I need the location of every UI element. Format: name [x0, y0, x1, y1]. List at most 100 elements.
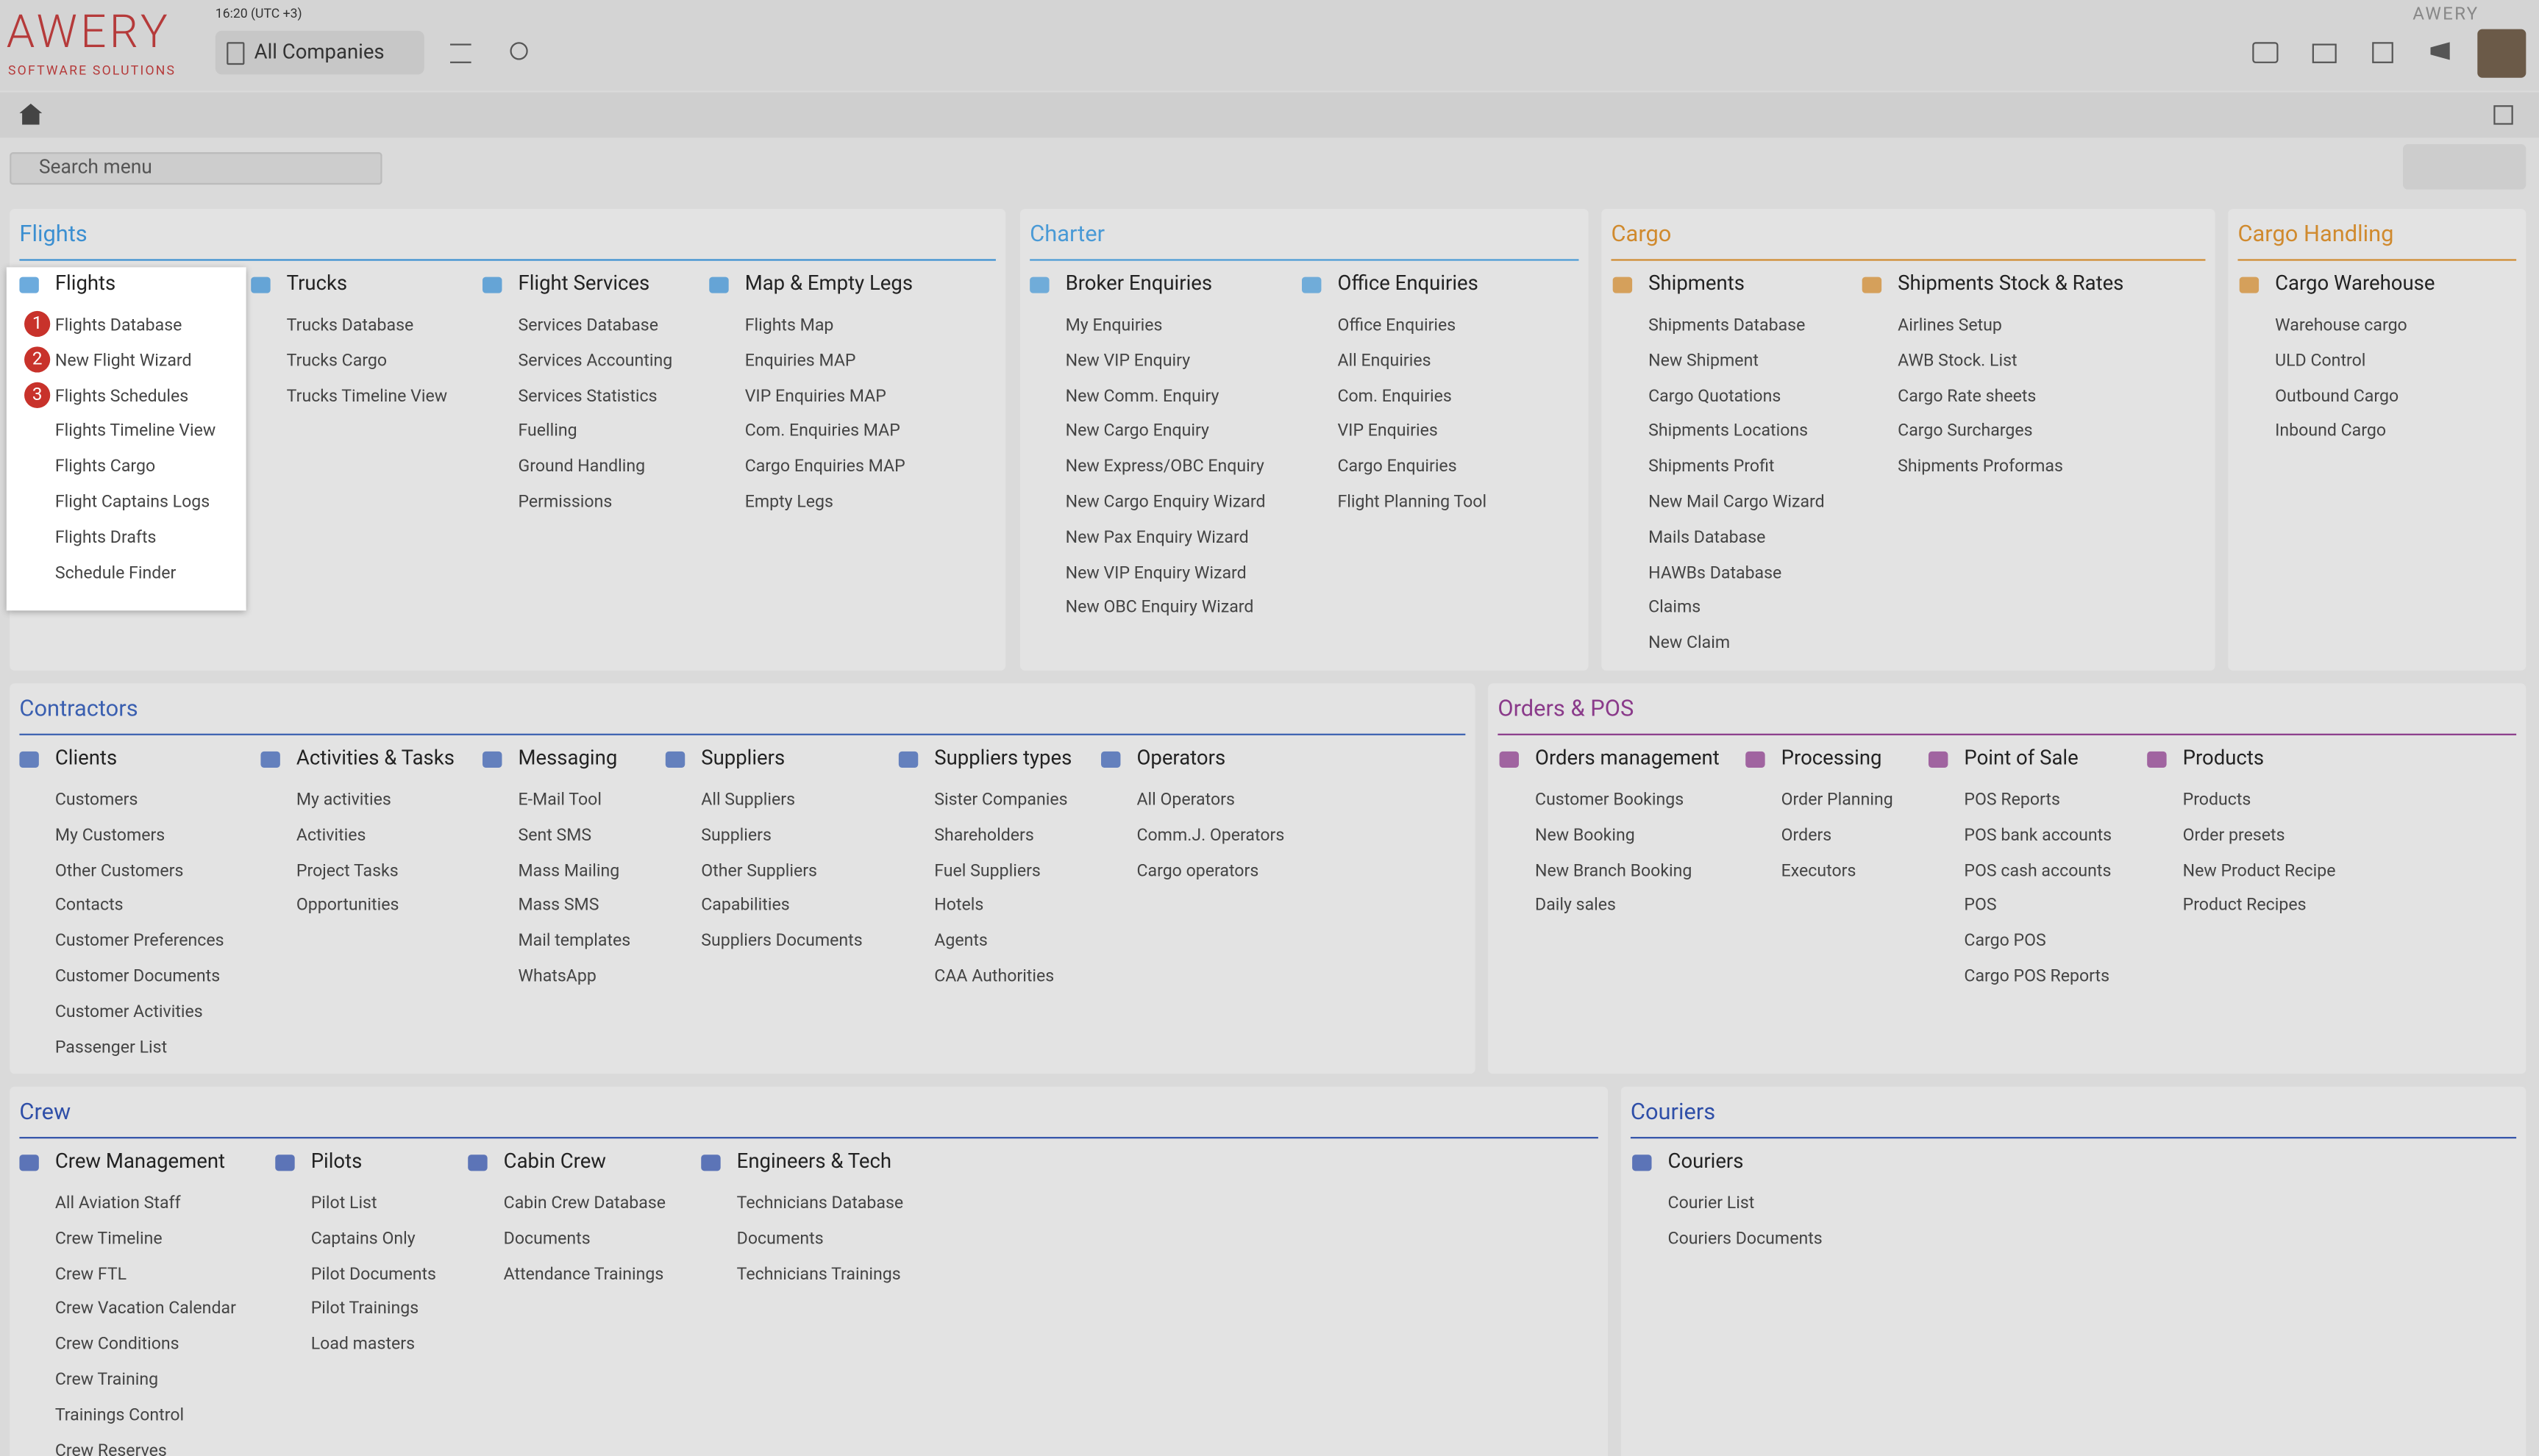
menu-item[interactable]: POS Reports	[1964, 788, 2060, 810]
menu-item[interactable]: Mails Database	[1648, 526, 1766, 547]
menu-item[interactable]: Permissions	[518, 490, 613, 512]
group-title[interactable]: Map & Empty Legs	[744, 272, 914, 297]
mail-icon[interactable]	[2312, 43, 2337, 63]
menu-item[interactable]: Trainings Control	[54, 1404, 185, 1425]
menu-item[interactable]: Services Database	[518, 314, 658, 335]
menu-item[interactable]: Office Enquiries	[1337, 314, 1456, 335]
menu-item[interactable]: Contacts	[54, 894, 124, 916]
menu-item[interactable]: Crew Conditions	[54, 1332, 179, 1355]
menu-item[interactable]: New Product Recipe	[2182, 859, 2336, 881]
menu-item[interactable]: New Claim	[1648, 632, 1731, 653]
menu-item[interactable]: POS	[1964, 894, 1997, 916]
menu-item[interactable]: Com. Enquiries	[1337, 385, 1452, 406]
menu-item[interactable]: Executors	[1781, 859, 1856, 881]
menu-item[interactable]: Customer Bookings	[1535, 788, 1684, 810]
menu-item[interactable]: All Enquiries	[1337, 349, 1431, 371]
menu-item[interactable]: Flight Planning Tool	[1337, 490, 1487, 512]
menu-item[interactable]: Com. Enquiries MAP	[744, 420, 900, 441]
group-title[interactable]: Clients	[54, 746, 118, 771]
menu-item[interactable]: Opportunities	[296, 894, 399, 916]
menu-item[interactable]: Agents	[934, 929, 988, 952]
group-title[interactable]: Activities & Tasks	[296, 746, 455, 771]
menu-item[interactable]: Cargo Enquiries MAP	[744, 455, 905, 477]
menu-item[interactable]: E-Mail Tool	[518, 788, 602, 810]
menu-item[interactable]: New Pax Enquiry Wizard	[1065, 526, 1249, 547]
menu-item[interactable]: Fuel Suppliers	[934, 859, 1041, 881]
menu-item[interactable]: Daily sales	[1535, 894, 1616, 916]
menu-item[interactable]: Orders	[1781, 824, 1832, 846]
group-title[interactable]: Products	[2182, 746, 2265, 771]
menu-item[interactable]: Services Statistics	[518, 385, 658, 406]
menu-item[interactable]: VIP Enquiries MAP	[744, 385, 886, 406]
menu-item[interactable]: Attendance Trainings	[503, 1262, 664, 1284]
menu-item[interactable]: Shipments Profit	[1648, 455, 1775, 477]
group-title[interactable]: Suppliers types	[934, 746, 1072, 771]
menu-item[interactable]: Technicians Database	[736, 1191, 904, 1213]
group-title[interactable]: Operators	[1136, 746, 1226, 771]
menu-item[interactable]: Comm.J. Operators	[1136, 824, 1285, 846]
menu-item[interactable]: Schedule Finder	[54, 561, 177, 582]
group-title[interactable]: Point of Sale	[1964, 746, 2079, 771]
menu-item[interactable]: New Shipment	[1648, 349, 1759, 371]
menu-item[interactable]: Technicians Trainings	[736, 1262, 901, 1284]
group-title[interactable]: Flights	[54, 272, 116, 297]
menu-item[interactable]: Sister Companies	[934, 788, 1068, 810]
menu-item[interactable]: New Cargo Enquiry	[1065, 420, 1209, 441]
view-toggle[interactable]	[2403, 144, 2526, 190]
group-title[interactable]: Office Enquiries	[1337, 272, 1478, 297]
group-title[interactable]: Flight Services	[518, 272, 650, 297]
menu-item[interactable]: Shipments Proformas	[1898, 455, 2063, 477]
menu-item[interactable]: New Mail Cargo Wizard	[1648, 490, 1825, 512]
menu-item[interactable]: Passenger List	[54, 1035, 168, 1057]
menu-item[interactable]: Mail templates	[518, 929, 631, 952]
menu-item[interactable]: Flights Database	[54, 314, 182, 335]
menu-item[interactable]: Captains Only	[310, 1227, 416, 1249]
group-title[interactable]: Shipments Stock & Rates	[1898, 272, 2124, 297]
menu-item[interactable]: Hotels	[934, 894, 984, 916]
menu-item[interactable]: VIP Enquiries	[1337, 420, 1438, 441]
menu-icon[interactable]	[450, 43, 471, 63]
menu-item[interactable]: Pilot Trainings	[310, 1297, 419, 1319]
menu-item[interactable]: Outbound Cargo	[2275, 385, 2399, 406]
menu-item[interactable]: Documents	[736, 1227, 824, 1249]
menu-item[interactable]: Crew Training	[54, 1368, 159, 1390]
group-title[interactable]: Crew Management	[54, 1149, 226, 1174]
menu-item[interactable]: My Customers	[54, 824, 165, 846]
menu-item[interactable]: Suppliers	[701, 824, 772, 846]
menu-item[interactable]: Cargo Surcharges	[1898, 420, 2033, 441]
menu-item[interactable]: Ground Handling	[518, 455, 646, 477]
menu-item[interactable]: All Operators	[1136, 788, 1235, 810]
menu-item[interactable]: CAA Authorities	[934, 965, 1055, 987]
menu-item[interactable]: All Suppliers	[701, 788, 796, 810]
menu-item[interactable]: Courier List	[1667, 1191, 1755, 1213]
menu-item[interactable]: Trucks Database	[286, 314, 414, 335]
menu-item[interactable]: Crew Timeline	[54, 1227, 163, 1249]
group-title[interactable]: Processing	[1781, 746, 1882, 771]
menu-item[interactable]: Cargo Rate sheets	[1898, 385, 2037, 406]
menu-item[interactable]: Documents	[503, 1227, 591, 1249]
menu-item[interactable]: Flights Timeline View	[54, 420, 216, 441]
menu-item[interactable]: Services Accounting	[518, 349, 673, 371]
menu-item[interactable]: Inbound Cargo	[2275, 420, 2387, 441]
menu-item[interactable]: Airlines Setup	[1898, 314, 2002, 335]
menu-item[interactable]: Pilot List	[310, 1191, 377, 1213]
group-title[interactable]: Cabin Crew	[503, 1149, 606, 1174]
menu-item[interactable]: Cargo POS Reports	[1964, 965, 2110, 987]
calendar-icon[interactable]	[2372, 42, 2393, 63]
group-title[interactable]: Trucks	[286, 272, 348, 297]
menu-item[interactable]: Cargo POS	[1964, 929, 2046, 952]
menu-item[interactable]: My activities	[296, 788, 391, 810]
menu-item[interactable]: Crew FTL	[54, 1262, 127, 1284]
menu-item[interactable]: Customer Documents	[54, 965, 221, 987]
menu-item[interactable]: Claims	[1648, 596, 1701, 618]
group-title[interactable]: Pilots	[310, 1149, 363, 1174]
avatar[interactable]	[2477, 29, 2526, 78]
menu-item[interactable]: Fuelling	[518, 420, 577, 441]
menu-item[interactable]: WhatsApp	[518, 965, 597, 987]
menu-item[interactable]: Shipments Locations	[1648, 420, 1809, 441]
group-title[interactable]: Broker Enquiries	[1065, 272, 1213, 297]
menu-item[interactable]: Suppliers Documents	[701, 929, 863, 952]
window-icon[interactable]	[2493, 105, 2513, 125]
menu-item[interactable]: Couriers Documents	[1667, 1227, 1823, 1249]
menu-item[interactable]: Customers	[54, 788, 138, 810]
